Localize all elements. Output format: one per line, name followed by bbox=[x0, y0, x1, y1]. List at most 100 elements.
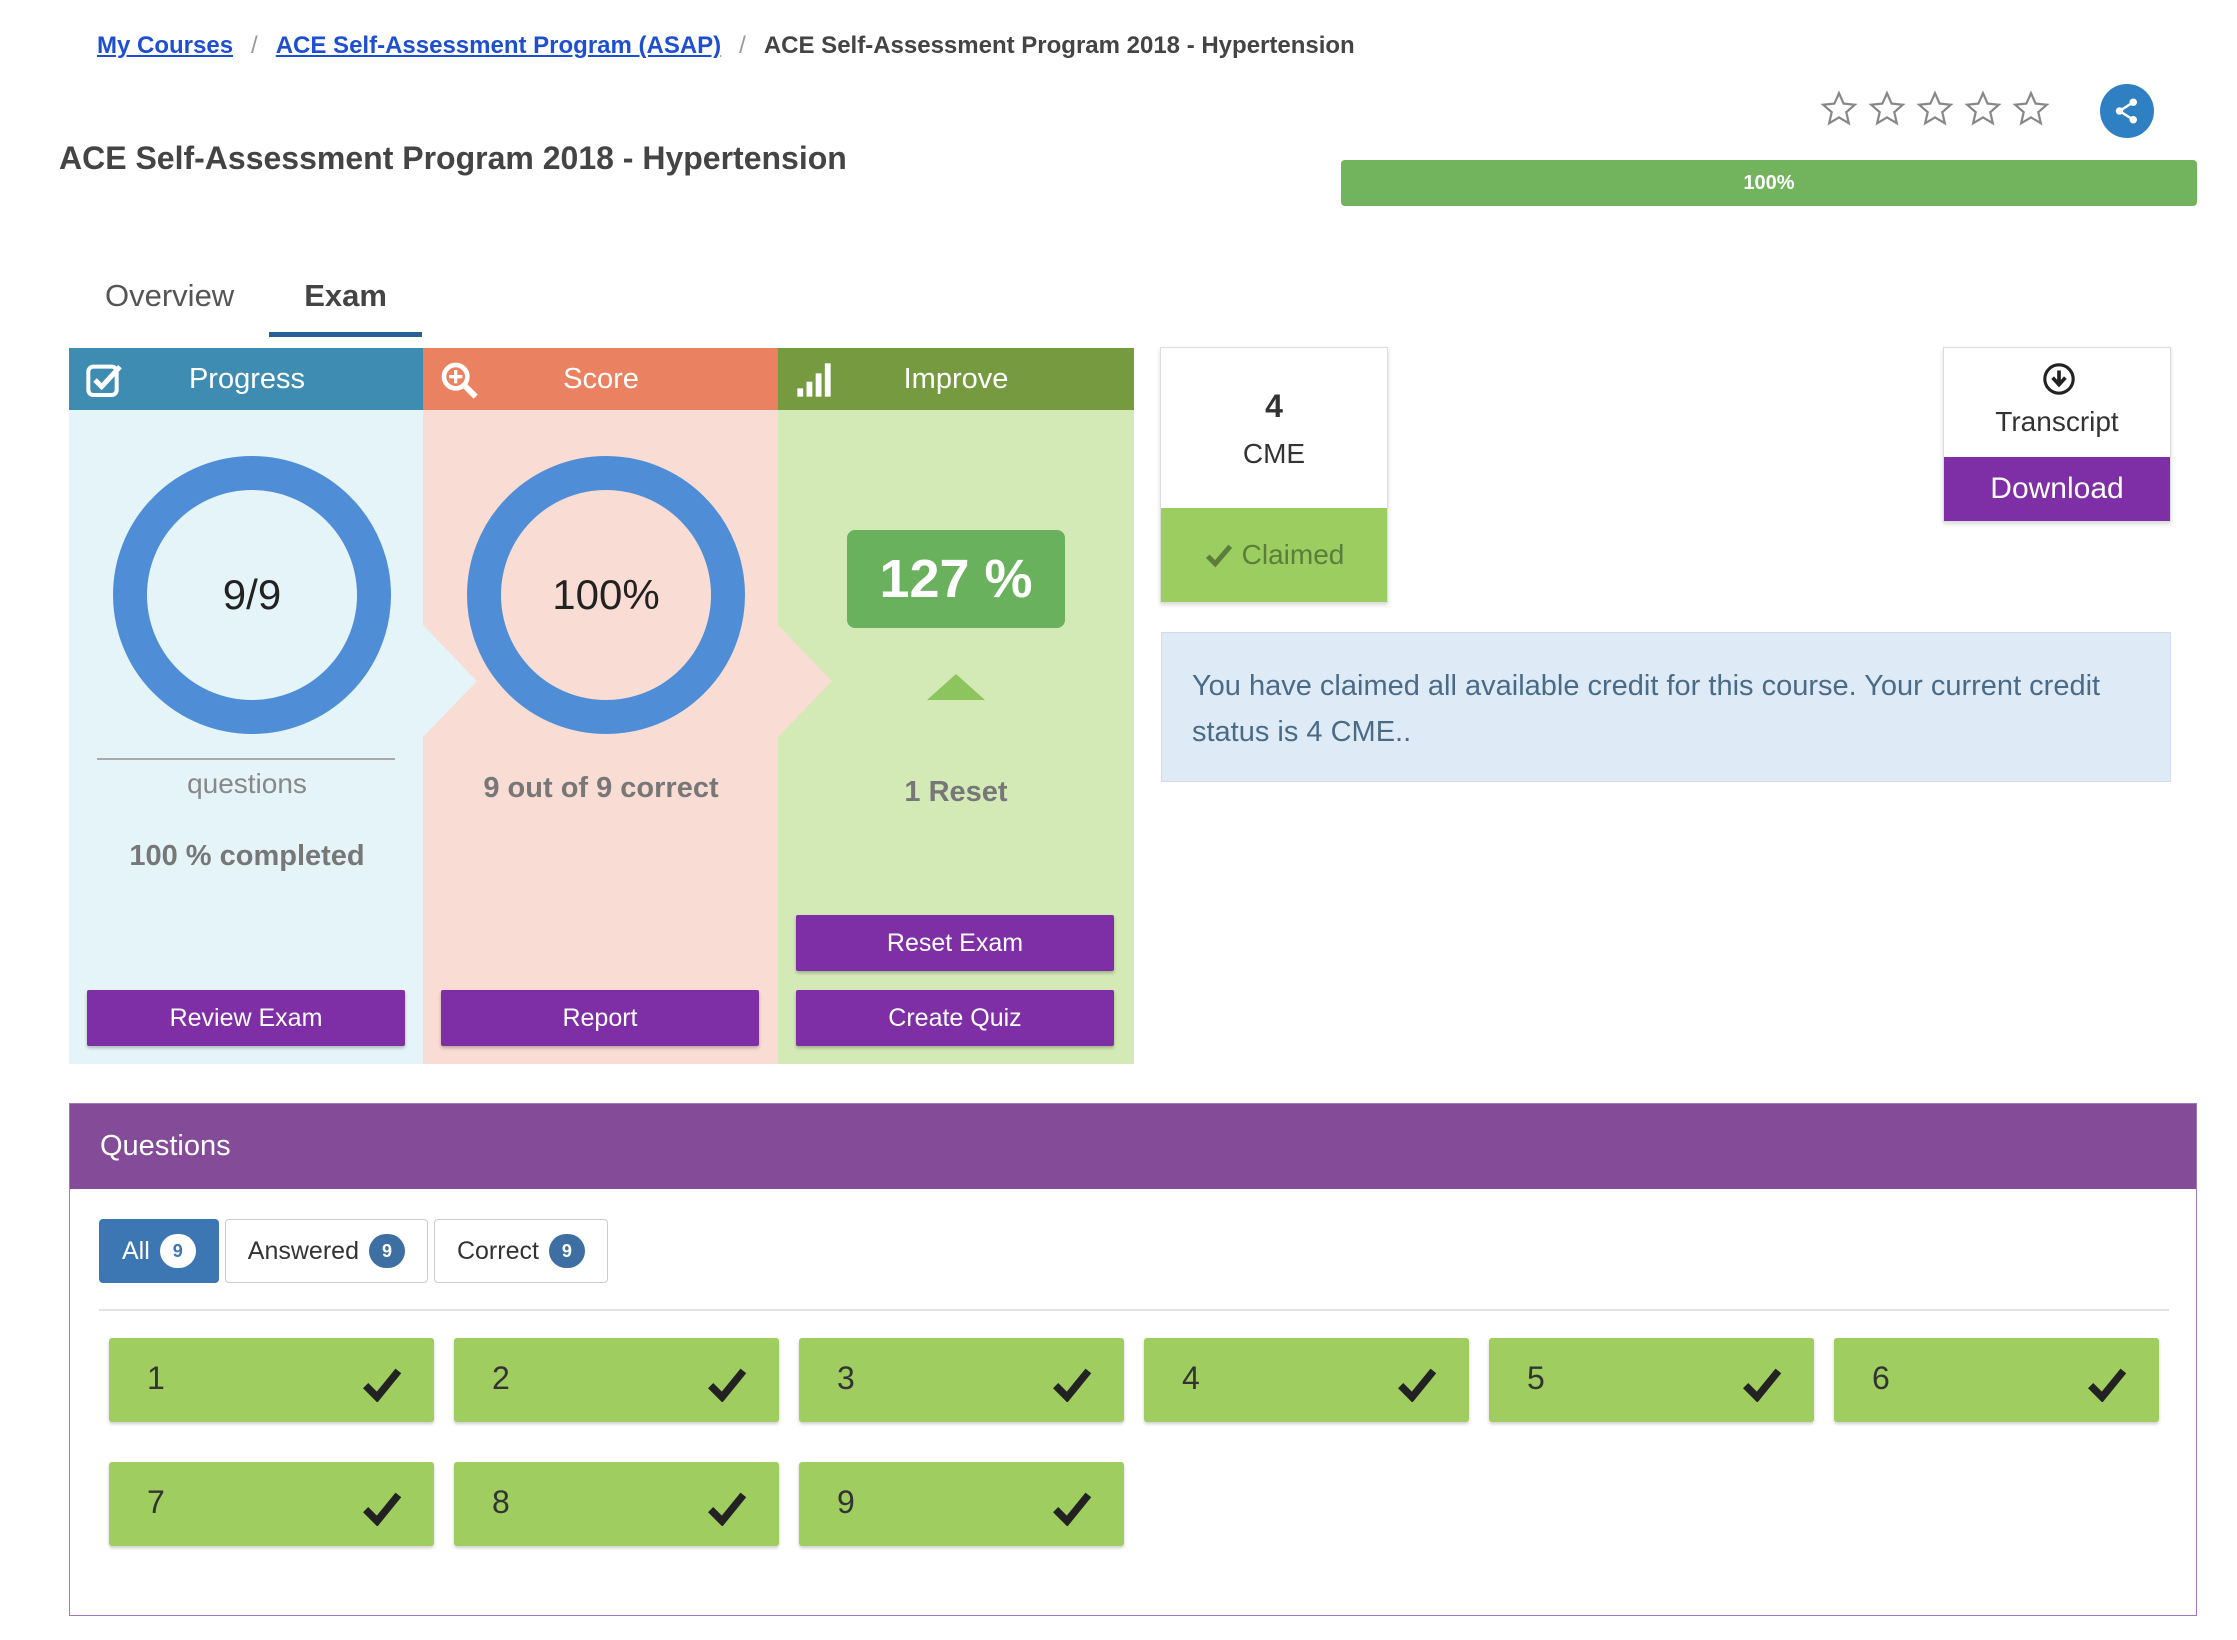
course-progress-fill: 100% bbox=[1341, 160, 2197, 206]
checkmark-icon bbox=[2088, 1368, 2127, 1402]
question-tile[interactable]: 8 bbox=[454, 1462, 779, 1546]
question-number: 2 bbox=[492, 1360, 510, 1396]
score-ring: 100% bbox=[467, 456, 745, 734]
review-exam-button[interactable]: Review Exam bbox=[87, 990, 405, 1046]
score-panel-title: Score bbox=[563, 362, 639, 395]
filter-label: All bbox=[122, 1236, 150, 1265]
tab-overview[interactable]: Overview bbox=[105, 278, 235, 313]
bar-signal-icon bbox=[797, 363, 831, 397]
breadcrumb-link-asap[interactable]: ACE Self-Assessment Program (ASAP) bbox=[275, 32, 722, 59]
tab-bar: Overview Exam bbox=[70, 260, 422, 337]
transcript-card: Transcript Download bbox=[1943, 347, 2171, 522]
filter-label: Correct bbox=[456, 1236, 539, 1265]
checkmark-icon bbox=[1053, 1368, 1092, 1402]
download-button[interactable]: Download bbox=[1944, 457, 2170, 521]
question-number: 4 bbox=[1182, 1360, 1200, 1396]
download-circle-icon bbox=[2043, 363, 2075, 395]
filter-all-button[interactable]: All 9 bbox=[99, 1219, 219, 1283]
star-icon[interactable] bbox=[1868, 90, 1906, 128]
progress-ring: 9/9 bbox=[113, 456, 391, 734]
questions-label: questions bbox=[187, 768, 307, 799]
up-arrow-icon bbox=[927, 674, 985, 700]
report-button[interactable]: Report bbox=[441, 990, 759, 1046]
page-title: ACE Self-Assessment Program 2018 - Hyper… bbox=[59, 140, 847, 176]
improve-panel-title: Improve bbox=[903, 362, 1009, 395]
question-number: 3 bbox=[837, 1360, 855, 1396]
question-number: 5 bbox=[1527, 1360, 1545, 1396]
breadcrumb: My Courses / ACE Self-Assessment Program… bbox=[97, 28, 1355, 64]
question-filters: All 9 Answered 9 Correct 9 bbox=[99, 1219, 608, 1283]
count-badge: 9 bbox=[159, 1234, 196, 1268]
improve-panel-header: Improve bbox=[778, 348, 1134, 410]
score-panel-header: Score bbox=[423, 348, 779, 410]
reset-exam-button[interactable]: Reset Exam bbox=[796, 915, 1114, 971]
tab-exam[interactable]: Exam bbox=[269, 260, 422, 337]
correct-count-label: 9 out of 9 correct bbox=[483, 772, 719, 804]
star-icon[interactable] bbox=[1916, 90, 1954, 128]
cme-status-label: Claimed bbox=[1241, 539, 1345, 570]
completed-label: 100 % completed bbox=[129, 840, 365, 872]
question-tile[interactable]: 4 bbox=[1144, 1338, 1469, 1422]
checkmark-icon bbox=[1205, 544, 1232, 568]
progress-panel-title: Progress bbox=[188, 362, 306, 395]
question-tile[interactable]: 6 bbox=[1834, 1338, 2159, 1422]
credit-info-alert: You have claimed all available credit fo… bbox=[1161, 632, 2171, 782]
improve-panel: Improve 127 % 1 Reset Reset Exam Create … bbox=[778, 348, 1134, 1064]
cme-value: 4 bbox=[1265, 388, 1283, 424]
share-icon bbox=[2115, 98, 2137, 124]
filter-answered-button[interactable]: Answered 9 bbox=[224, 1219, 428, 1283]
reset-count-label: 1 Reset bbox=[904, 776, 1008, 808]
count-badge: 9 bbox=[368, 1234, 405, 1268]
magnifier-icon bbox=[441, 362, 478, 399]
question-number: 6 bbox=[1872, 1360, 1890, 1396]
filter-correct-button[interactable]: Correct 9 bbox=[433, 1219, 608, 1283]
share-button[interactable] bbox=[2100, 84, 2154, 138]
transcript-label: Transcript bbox=[1995, 406, 2119, 437]
question-number: 7 bbox=[147, 1484, 165, 1520]
question-number: 1 bbox=[147, 1360, 165, 1396]
cme-card: 4 CME Claimed bbox=[1160, 347, 1388, 603]
checkmark-icon bbox=[1398, 1368, 1437, 1402]
question-number: 9 bbox=[837, 1484, 855, 1520]
questions-panel: Questions All 9 Answered 9 Correct 9 1 2… bbox=[69, 1103, 2197, 1616]
question-tile[interactable]: 9 bbox=[799, 1462, 1124, 1546]
divider bbox=[97, 758, 395, 760]
star-icon[interactable] bbox=[2012, 90, 2050, 128]
panel-arrow bbox=[423, 625, 477, 737]
breadcrumb-separator: / bbox=[251, 32, 258, 59]
filter-label: Answered bbox=[247, 1236, 359, 1265]
star-rating bbox=[1820, 90, 2050, 128]
cme-claimed-status: Claimed bbox=[1161, 508, 1387, 602]
question-tile[interactable]: 3 bbox=[799, 1338, 1124, 1422]
question-tile[interactable]: 1 bbox=[109, 1338, 434, 1422]
breadcrumb-link-my-courses[interactable]: My Courses bbox=[97, 32, 234, 59]
score-ring-value: 100% bbox=[552, 571, 660, 618]
checkmark-icon bbox=[363, 1368, 402, 1402]
question-tile[interactable]: 7 bbox=[109, 1462, 434, 1546]
checkmark-icon bbox=[708, 1492, 747, 1526]
checkbox-icon bbox=[86, 364, 122, 397]
course-progress-bar: 100% bbox=[1341, 160, 2197, 206]
question-number: 8 bbox=[492, 1484, 510, 1520]
improvement-badge: 127 % bbox=[847, 530, 1065, 628]
progress-ring-value: 9/9 bbox=[222, 571, 282, 618]
panel-arrow bbox=[778, 625, 832, 737]
create-quiz-button[interactable]: Create Quiz bbox=[796, 990, 1114, 1046]
checkmark-icon bbox=[1743, 1368, 1782, 1402]
star-icon[interactable] bbox=[1964, 90, 2002, 128]
checkmark-icon bbox=[1053, 1492, 1092, 1526]
checkmark-icon bbox=[363, 1492, 402, 1526]
star-icon[interactable] bbox=[1820, 90, 1858, 128]
score-panel: Score 100% 9 out of 9 correct Report bbox=[423, 348, 779, 1064]
question-tile[interactable]: 2 bbox=[454, 1338, 779, 1422]
cme-label: CME bbox=[1242, 438, 1306, 469]
divider bbox=[99, 1309, 2169, 1311]
breadcrumb-current: ACE Self-Assessment Program 2018 - Hyper… bbox=[763, 32, 1355, 59]
question-tile[interactable]: 5 bbox=[1489, 1338, 1814, 1422]
questions-header: Questions bbox=[70, 1104, 2196, 1189]
checkmark-icon bbox=[708, 1368, 747, 1402]
breadcrumb-separator: / bbox=[739, 32, 746, 59]
count-badge: 9 bbox=[548, 1234, 585, 1268]
progress-panel-header: Progress bbox=[69, 348, 425, 410]
progress-panel: Progress 9/9 questions 100 % completed R… bbox=[69, 348, 425, 1064]
